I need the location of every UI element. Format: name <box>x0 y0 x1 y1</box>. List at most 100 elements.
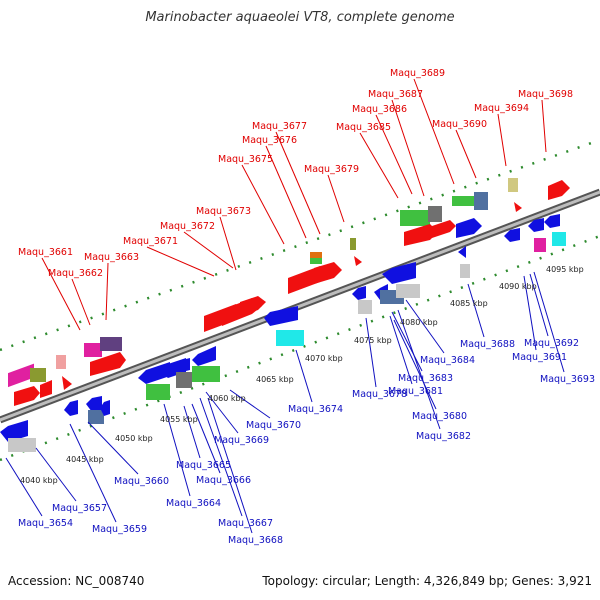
leader-line <box>359 132 399 199</box>
gene-arrow <box>354 256 362 266</box>
tick-label: 4055 kbp <box>160 415 198 424</box>
gene-label-bottom: Maqu_3665 <box>176 460 231 471</box>
tick-label: 4060 kbp <box>208 394 246 403</box>
gene-arrow <box>14 386 40 406</box>
gene-label-top: Maqu_3675 <box>218 154 273 165</box>
gene-arrow <box>548 180 570 200</box>
gene-label-bottom: Maqu_3659 <box>92 524 147 535</box>
gene-features <box>0 178 570 452</box>
gene-label-bottom: Maqu_3692 <box>524 338 579 349</box>
leader-line <box>391 99 425 197</box>
gene-label-bottom: Maqu_3670 <box>246 420 301 431</box>
leader-line <box>541 99 547 153</box>
tick-label: 4045 kbp <box>66 455 104 464</box>
gene-label-bottom: Maqu_3669 <box>214 435 269 446</box>
gene-label-bottom: Maqu_3667 <box>218 518 273 529</box>
gene-block <box>396 284 420 298</box>
gene-block <box>30 368 46 382</box>
gene-arrow <box>62 376 72 390</box>
tick-label: 4065 kbp <box>256 375 294 384</box>
gene-label-bottom: Maqu_3660 <box>114 476 169 487</box>
map-title: Marinobacter aquaeolei VT8, complete gen… <box>145 10 455 25</box>
genome-backbone-highlight <box>0 190 600 422</box>
gene-label-top: Maqu_3687 <box>368 89 423 100</box>
leader-line <box>163 403 191 497</box>
gene-arrow <box>86 396 102 412</box>
gene-label-bottom: Maqu_3693 <box>540 374 595 385</box>
gene-label-bottom: Maqu_3678 <box>352 389 407 400</box>
gene-arrow <box>176 358 190 372</box>
leader-line <box>497 113 507 167</box>
gene-arrow <box>458 246 466 258</box>
leader-line <box>183 231 234 269</box>
tick-label: 4080 kbp <box>400 318 438 327</box>
gene-label-top: Maqu_3690 <box>432 119 487 130</box>
leader-line <box>87 421 139 475</box>
tick-label: 4070 kbp <box>305 354 343 363</box>
gene-label-top: Maqu_3694 <box>474 103 529 114</box>
gene-label-top: Maqu_3679 <box>304 164 359 175</box>
leader-line <box>69 423 117 523</box>
leader-line <box>389 315 413 385</box>
tick-label: 4095 kbp <box>546 265 584 274</box>
gene-arrow <box>64 400 78 416</box>
gene-label-top: Maqu_3676 <box>242 135 297 146</box>
gene-block <box>358 300 372 314</box>
tick-label: 4040 kbp <box>20 476 58 485</box>
gene-arrow <box>456 218 482 238</box>
gene-arrow <box>352 286 366 300</box>
gene-block <box>192 366 220 382</box>
leader-line <box>365 317 377 388</box>
gene-block <box>474 192 488 210</box>
gene-label-bottom: Maqu_3681 <box>388 386 443 397</box>
gene-label-bottom: Maqu_3688 <box>460 339 515 350</box>
gene-block <box>146 384 170 400</box>
gene-label-bottom: Maqu_3654 <box>18 518 73 529</box>
gene-block <box>176 372 192 388</box>
gene-label-bottom: Maqu_3680 <box>412 411 467 422</box>
gene-block <box>84 343 102 357</box>
gene-label-bottom: Maqu_3683 <box>398 373 453 384</box>
gene-arrow <box>100 400 110 416</box>
gene-label-top: Maqu_3661 <box>18 247 73 258</box>
gene-label-top: Maqu_3672 <box>160 221 215 232</box>
gene-block <box>310 252 322 258</box>
gene-arrow <box>404 224 438 246</box>
gene-label-top: Maqu_3677 <box>252 121 307 132</box>
gene-arrow <box>192 346 216 366</box>
leader-line <box>71 278 91 326</box>
gene-block <box>56 355 66 369</box>
upper-guide-line <box>0 138 600 352</box>
leader-line <box>391 311 423 372</box>
leader-line <box>146 246 215 277</box>
leader-line <box>229 389 271 419</box>
gene-block <box>508 178 518 192</box>
leader-line <box>375 114 413 195</box>
leader-line <box>295 349 313 403</box>
gene-block <box>552 232 566 246</box>
gene-label-bottom: Maqu_3682 <box>416 431 471 442</box>
leader-line <box>219 216 237 271</box>
gene-label-top: Maqu_3698 <box>518 89 573 100</box>
tick-label: 4085 kbp <box>450 299 488 308</box>
gene-block <box>276 330 304 346</box>
gene-block <box>100 337 122 351</box>
leader-line <box>105 262 109 321</box>
gene-arrow <box>264 306 298 326</box>
leader-line <box>393 319 437 410</box>
gene-label-bottom: Maqu_3657 <box>52 503 107 514</box>
gene-label-top: Maqu_3662 <box>48 268 103 279</box>
gene-block <box>400 210 430 226</box>
leader-line <box>265 145 307 239</box>
tick-label: 4075 kbp <box>354 336 392 345</box>
gene-label-top: Maqu_3663 <box>84 252 139 263</box>
gene-label-top: Maqu_3673 <box>196 206 251 217</box>
gene-label-top: Maqu_3685 <box>336 122 391 133</box>
gene-label-bottom: Maqu_3666 <box>196 475 251 486</box>
gene-label-bottom: Maqu_3684 <box>420 355 475 366</box>
leader-line <box>397 309 441 430</box>
gene-arrow <box>240 296 266 316</box>
leader-line <box>275 131 321 235</box>
gene-label-bottom: Maqu_3691 <box>512 352 567 363</box>
